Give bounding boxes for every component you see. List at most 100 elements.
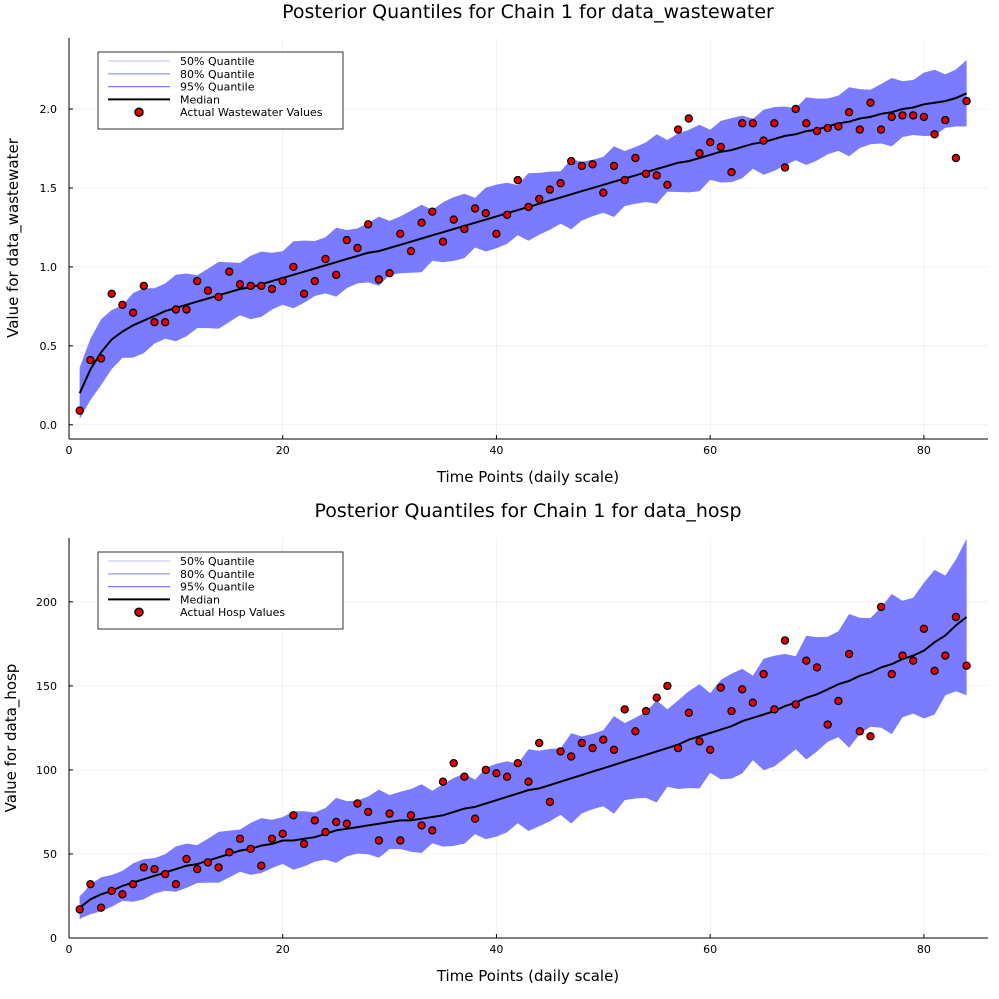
actual-data-point — [706, 137, 715, 147]
actual-data-point — [139, 863, 148, 872]
actual-data-point — [513, 759, 523, 768]
actual-data-point — [257, 281, 266, 291]
actual-data-point — [941, 115, 950, 125]
actual-data-point — [780, 636, 790, 645]
actual-data-point — [695, 737, 704, 746]
y-tick-label: 1.0 — [40, 261, 58, 274]
actual-data-point — [171, 305, 181, 314]
actual-data-point — [695, 148, 704, 158]
actual-data-point — [417, 821, 426, 830]
actual-data-point — [289, 811, 298, 820]
actual-data-point — [267, 834, 277, 844]
actual-data-point — [364, 807, 373, 817]
actual-data-point — [812, 663, 822, 672]
actual-data-point — [791, 700, 800, 709]
legend-marker — [134, 607, 144, 617]
actual-data-point — [160, 318, 170, 327]
actual-data-point — [75, 406, 84, 415]
x-axis-label: Time Points (daily scale) — [436, 967, 619, 985]
actual-data-point — [246, 844, 255, 854]
actual-data-point — [673, 125, 683, 134]
actual-data-point — [738, 685, 747, 694]
actual-data-point — [609, 161, 619, 171]
actual-data-point — [107, 886, 116, 896]
actual-data-point — [449, 215, 458, 224]
actual-data-point — [203, 286, 213, 295]
actual-data-point — [962, 661, 971, 670]
actual-data-point — [460, 772, 469, 781]
legend-entry: 95% Quantile — [180, 81, 255, 94]
y-tick-label: 150 — [36, 680, 57, 693]
x-axis-label: Time Points (daily scale) — [436, 468, 619, 486]
actual-data-point — [791, 104, 800, 114]
actual-data-point — [374, 836, 384, 845]
actual-data-point — [866, 732, 875, 741]
chart-panel-hosp: Posterior Quantiles for Chain 1 for data… — [2, 500, 988, 985]
actual-data-point — [599, 188, 608, 197]
actual-data-point — [353, 243, 362, 253]
actual-data-point — [588, 743, 597, 753]
actual-data-point — [706, 745, 715, 755]
actual-data-point — [866, 98, 875, 107]
actual-data-point — [225, 267, 234, 276]
actual-data-point — [641, 169, 651, 178]
actual-data-point — [919, 112, 929, 122]
actual-data-point — [86, 880, 95, 889]
actual-data-point — [492, 769, 501, 778]
actual-data-point — [513, 175, 523, 185]
actual-data-point — [663, 180, 672, 189]
x-tick-label: 60 — [703, 943, 717, 956]
actual-data-point — [107, 289, 116, 298]
actual-data-point — [930, 130, 939, 139]
y-axis-label: Value for data_wastewater — [4, 137, 23, 338]
legend-entry: Median — [180, 593, 220, 606]
actual-data-point — [887, 669, 897, 679]
actual-data-point — [385, 269, 394, 278]
actual-data-point — [727, 167, 736, 177]
legend-entry: Median — [180, 93, 220, 106]
actual-data-point — [620, 705, 629, 714]
actual-data-point — [876, 602, 886, 612]
actual-data-point — [844, 107, 854, 117]
x-tick-label: 0 — [66, 943, 73, 956]
actual-data-point — [257, 861, 266, 870]
actual-data-point — [962, 96, 971, 106]
actual-data-point — [353, 799, 362, 808]
actual-data-point — [556, 747, 565, 756]
actual-data-point — [128, 880, 138, 889]
actual-data-point — [299, 289, 309, 298]
actual-data-point — [898, 651, 907, 660]
actual-data-point — [278, 276, 287, 286]
x-tick-label: 20 — [276, 444, 290, 457]
y-tick-label: 0.5 — [40, 340, 58, 353]
actual-data-point — [481, 765, 490, 775]
actual-data-point — [759, 669, 768, 679]
actual-data-point — [673, 743, 683, 753]
legend-marker — [134, 107, 144, 117]
actual-data-point — [898, 111, 907, 120]
actual-data-point — [556, 178, 565, 188]
actual-data-point — [599, 735, 608, 744]
chart-panel-wastewater: Posterior Quantiles for Chain 1 for data… — [4, 1, 988, 486]
actual-data-point — [299, 839, 309, 849]
actual-data-point — [310, 816, 319, 825]
y-tick-label: 100 — [36, 764, 57, 777]
actual-data-point — [823, 123, 832, 133]
actual-data-point — [406, 246, 416, 256]
actual-data-point — [631, 727, 640, 736]
actual-data-point — [428, 207, 437, 216]
actual-data-point — [86, 355, 95, 365]
actual-data-point — [171, 880, 181, 889]
actual-data-point — [118, 300, 127, 309]
actual-data-point — [631, 153, 640, 163]
actual-data-point — [545, 185, 555, 194]
chart-title: Posterior Quantiles for Chain 1 for data… — [282, 1, 774, 23]
actual-data-point — [128, 308, 138, 317]
actual-data-point — [225, 848, 234, 857]
actual-data-point — [641, 706, 651, 716]
actual-data-point — [684, 114, 694, 123]
actual-data-point — [481, 208, 490, 218]
actual-data-point — [374, 275, 384, 284]
